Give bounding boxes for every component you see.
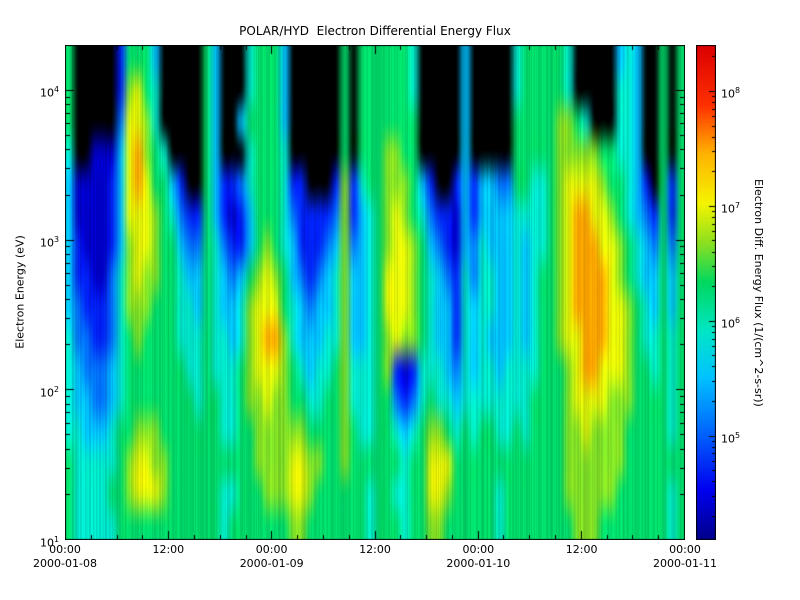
y-tick-label: 102 [39,385,59,400]
x-tick-label: 12:00 [359,543,391,556]
colorbar-tick-label: 106 [721,316,741,331]
y-axis-label: Electron Energy (eV) [13,235,27,349]
x-date-label: 2000-01-09 [239,557,304,570]
x-tick-label: 00:00 [255,543,288,556]
x-tick-label: 00:00 [669,543,701,556]
y-tick-label: 103 [39,235,59,250]
colorbar-tick-label: 107 [721,201,741,216]
colorbar-tick-label: 105 [721,431,741,447]
x-tick-label: 00:00 [462,543,495,556]
y-tick-label: 101 [39,535,59,550]
spectrogram-plot-canvas [65,45,685,540]
x-tick-label: 00:00 [49,543,81,556]
x-date-label: 2000-01-11 [653,557,717,570]
plot-title: POLAR/HYD Electron Differential Energy F… [239,24,511,38]
colorbar-tick-label: 108 [721,86,741,101]
colorbar [696,45,716,540]
y-tick-label: 104 [39,85,59,100]
x-tick-label: 12:00 [152,543,185,556]
colorbar-label: Electron Diff. Energy Flux (1/(cm^2-s-sr… [752,178,765,407]
x-date-label: 2000-01-10 [446,557,511,570]
x-tick-label: 12:00 [565,543,598,556]
x-date-label: 2000-01-08 [33,557,97,570]
